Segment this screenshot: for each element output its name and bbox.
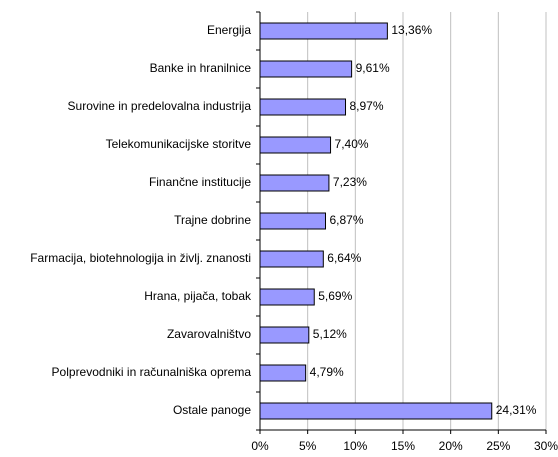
x-tick-label: 0% [251, 439, 269, 453]
x-tick-label: 5% [299, 439, 317, 453]
data-label: 5,12% [313, 327, 347, 341]
x-tick-label: 25% [486, 439, 510, 453]
data-label: 6,87% [329, 213, 363, 227]
y-tick-label: Polprevodniki in računalniška oprema [52, 365, 252, 379]
data-label: 24,31% [496, 403, 537, 417]
y-tick-label: Surovine in predelovalna industrija [68, 99, 252, 113]
bar [259, 250, 324, 268]
y-tick-label: Farmacija, biotehnologija in življ. znan… [30, 251, 251, 265]
bar [259, 212, 326, 230]
x-tick-label: 30% [534, 439, 558, 453]
bar [259, 136, 332, 154]
bar [259, 288, 315, 306]
y-tick-label: Trajne dobrine [174, 213, 251, 227]
y-tick-label: Energija [207, 23, 251, 37]
y-tick-label: Finančne institucije [149, 175, 251, 189]
data-label: 8,97% [350, 99, 384, 113]
bar [259, 60, 353, 78]
bar [259, 174, 330, 192]
y-tick-label: Telekomunikacijske storitve [106, 137, 252, 151]
bar [259, 326, 310, 344]
y-tick-label: Zavarovalništvo [167, 327, 251, 341]
x-tick-label: 20% [439, 439, 463, 453]
bar [259, 98, 347, 116]
data-label: 6,64% [327, 251, 361, 265]
y-tick-label: Ostale panoge [173, 403, 251, 417]
bar [259, 364, 307, 382]
data-label: 13,36% [391, 23, 432, 37]
bar [259, 402, 493, 420]
y-tick-label: Hrana, pijača, tobak [144, 289, 252, 303]
x-tick-label: 15% [391, 439, 415, 453]
data-label: 4,79% [310, 365, 344, 379]
data-label: 9,61% [356, 61, 390, 75]
x-tick-label: 10% [343, 439, 367, 453]
data-label: 5,69% [318, 289, 352, 303]
y-tick-label: Banke in hranilnice [150, 61, 252, 75]
data-label: 7,23% [333, 175, 367, 189]
data-label: 7,40% [335, 137, 369, 151]
bar [259, 22, 388, 40]
